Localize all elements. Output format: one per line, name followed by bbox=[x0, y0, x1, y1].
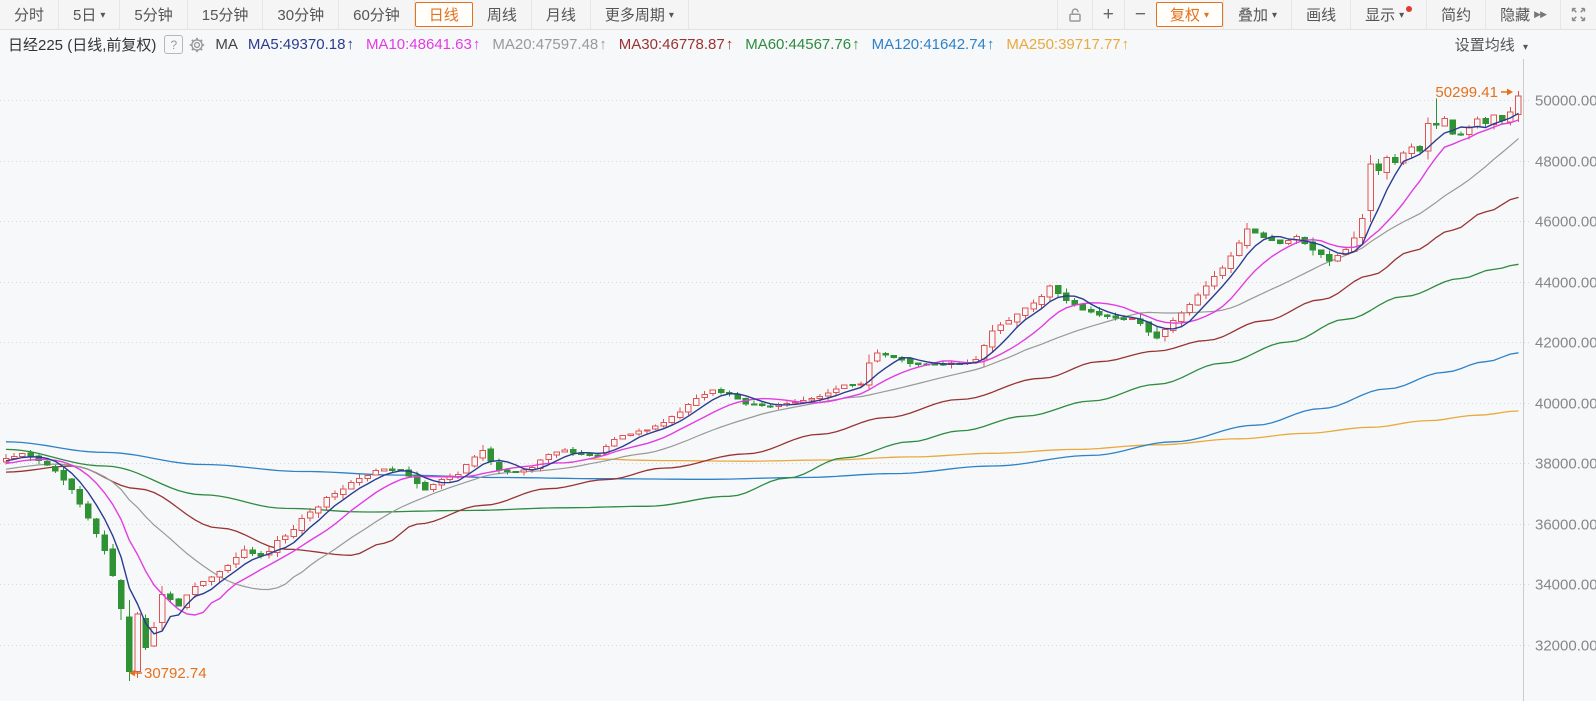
chevron-down-icon: ▾ bbox=[100, 10, 106, 21]
chevron-down-icon: ▾ bbox=[1203, 10, 1210, 21]
ma-legend-value: MA20:47597.48 bbox=[492, 36, 599, 53]
zoom-in-button-label: + bbox=[1102, 3, 1114, 25]
ma-settings-label: 设置均线 bbox=[1454, 37, 1515, 54]
zoom-out-button[interactable]: − bbox=[1123, 0, 1156, 29]
ma-legend-item-4: MA30:46778.87↑ bbox=[619, 36, 733, 53]
up-arrow-icon: ↑ bbox=[725, 36, 734, 53]
overlay-button[interactable]: 叠加 ▾ bbox=[1223, 0, 1291, 29]
svg-text:32000.00: 32000.00 bbox=[1535, 638, 1596, 655]
svg-text:46000.00: 46000.00 bbox=[1535, 214, 1596, 231]
tab-5day[interactable]: 5日 ▾ bbox=[59, 0, 121, 29]
tab-timeshare[interactable]: 分时 bbox=[0, 0, 60, 29]
svg-text:30792.74: 30792.74 bbox=[144, 665, 207, 682]
tab-daily[interactable]: 日线 bbox=[414, 2, 473, 27]
ma-legend-item-7: MA250:39717.77↑ bbox=[1006, 36, 1129, 53]
up-arrow-icon: ↑ bbox=[852, 36, 860, 53]
svg-text:44000.00: 44000.00 bbox=[1535, 275, 1596, 292]
gear-icon[interactable] bbox=[189, 37, 205, 53]
ma-legend-value: MA250:39717.77 bbox=[1006, 36, 1121, 53]
tab-15min[interactable]: 15分钟 bbox=[188, 0, 264, 29]
display-button-label: 显示 bbox=[1365, 7, 1396, 24]
display-button[interactable]: 显示 ▾ bbox=[1350, 0, 1426, 29]
tab-weekly-label: 周线 bbox=[486, 7, 517, 24]
svg-text:38000.00: 38000.00 bbox=[1535, 456, 1596, 473]
ma-legend-value: MA120:41642.74 bbox=[871, 36, 986, 53]
ma-indicator-label: MA bbox=[215, 36, 238, 53]
simple-mode-button[interactable]: 简约 bbox=[1426, 0, 1485, 29]
up-arrow-icon: ↑ bbox=[1121, 36, 1130, 53]
toolbar-actions: + − 复权 ▾ 叠加 ▾ 画线 显示 ▾ 简约 隐藏 ▶▶ bbox=[1056, 0, 1596, 29]
ma-legend-item-3: MA20:47597.48↑ bbox=[492, 36, 606, 53]
zoom-in-button[interactable]: + bbox=[1091, 0, 1124, 29]
adjust-mode-button-label: 复权 bbox=[1169, 7, 1200, 24]
up-arrow-icon: ↑ bbox=[472, 36, 481, 53]
help-icon[interactable]: ? bbox=[164, 35, 184, 54]
overlay-button-label: 叠加 bbox=[1238, 7, 1269, 24]
svg-text:50299.41: 50299.41 bbox=[1435, 84, 1498, 101]
adjust-mode-button[interactable]: 复权 ▾ bbox=[1155, 2, 1224, 27]
tab-60min-label: 60分钟 bbox=[353, 7, 400, 24]
chart-title: 日经225 (日线,前复权) bbox=[8, 37, 157, 54]
expand-icon bbox=[1571, 7, 1586, 22]
draw-line-button-label: 画线 bbox=[1306, 7, 1337, 24]
tab-30min-label: 30分钟 bbox=[277, 7, 325, 24]
svg-text:34000.00: 34000.00 bbox=[1535, 577, 1596, 594]
ma-legend-item-1: MA5:49370.18↑ bbox=[248, 36, 354, 53]
svg-text:50000.00: 50000.00 bbox=[1535, 93, 1596, 110]
ma-legend-item-5: MA60:44567.76↑ bbox=[745, 36, 859, 53]
tab-weekly[interactable]: 周线 bbox=[473, 0, 532, 29]
ma-values: MA5:49370.18↑ MA10:48641.63↑ MA20:47597.48… bbox=[248, 36, 1141, 53]
price-chart[interactable]: 50000.00 48000.00 46000.00 44000.00 42000.00… bbox=[0, 59, 1596, 701]
ma-legend-value: MA5:49370.18 bbox=[247, 36, 346, 53]
ma-legend-value: MA60:44567.76 bbox=[745, 36, 852, 53]
draw-line-button[interactable]: 画线 bbox=[1291, 0, 1350, 29]
ma-legend-value: MA30:46778.87 bbox=[618, 36, 725, 53]
zoom-out-button-label: − bbox=[1134, 3, 1146, 25]
tab-30min[interactable]: 30分钟 bbox=[263, 0, 340, 29]
fullscreen-button[interactable] bbox=[1560, 0, 1596, 29]
up-arrow-icon: ↑ bbox=[986, 36, 995, 53]
up-arrow-icon: ↑ bbox=[599, 36, 607, 53]
svg-text:48000.00: 48000.00 bbox=[1535, 154, 1596, 171]
period-tabs: 分时 5日 ▾ 5分钟 15分钟 30分钟 60分钟 日线 周线 月线 更多周期 ▾ bbox=[0, 0, 689, 29]
hide-button-label: 隐藏 bbox=[1500, 7, 1531, 24]
unlock-icon bbox=[1069, 7, 1081, 22]
up-arrow-icon: ↑ bbox=[346, 36, 354, 53]
tab-15min-label: 15分钟 bbox=[201, 7, 249, 24]
chevron-down-icon: ▾ bbox=[1272, 10, 1278, 21]
ma-legend-value: MA10:48641.63 bbox=[365, 36, 472, 53]
svg-text:42000.00: 42000.00 bbox=[1535, 335, 1596, 352]
ma-legend-item-6: MA120:41642.74↑ bbox=[872, 36, 995, 53]
tab-5min-label: 5分钟 bbox=[134, 7, 173, 24]
double-arrow-icon: ▶▶ bbox=[1534, 9, 1547, 19]
chevron-down-icon: ▾ bbox=[1522, 42, 1528, 53]
tab-60min[interactable]: 60分钟 bbox=[339, 0, 415, 29]
notification-dot bbox=[1406, 5, 1413, 12]
tab-more-periods[interactable]: 更多周期 ▾ bbox=[591, 0, 689, 29]
hide-button[interactable]: 隐藏 ▶▶ bbox=[1485, 0, 1560, 29]
svg-text:40000.00: 40000.00 bbox=[1535, 396, 1596, 413]
tab-5min[interactable]: 5分钟 bbox=[120, 0, 188, 29]
chevron-down-icon: ▾ bbox=[1399, 10, 1405, 21]
tab-monthly[interactable]: 月线 bbox=[532, 0, 591, 29]
tab-monthly-label: 月线 bbox=[545, 7, 576, 24]
unlock-button[interactable] bbox=[1056, 0, 1092, 29]
chevron-down-icon: ▾ bbox=[668, 10, 674, 21]
tab-timeshare-label: 分时 bbox=[14, 7, 45, 24]
ma-settings-button[interactable]: 设置均线 ▾ bbox=[1455, 34, 1528, 55]
ma-legend-item-2: MA10:48641.63↑ bbox=[366, 36, 480, 53]
toolbar: 分时 5日 ▾ 5分钟 15分钟 30分钟 60分钟 日线 周线 月线 更多周期 ▾ + − 复权 ▾ 叠加 ▾… bbox=[0, 0, 1596, 30]
tab-5day-label: 5日 bbox=[73, 7, 97, 24]
svg-text:36000.00: 36000.00 bbox=[1535, 517, 1596, 534]
tab-more-periods-label: 更多周期 bbox=[604, 7, 665, 24]
chart-legend: 日经225 (日线,前复权) ? MA MA5:49370.18↑ MA10:48… bbox=[0, 30, 1596, 59]
simple-mode-button-label: 简约 bbox=[1441, 7, 1472, 24]
tab-daily-label: 日线 bbox=[428, 7, 459, 24]
